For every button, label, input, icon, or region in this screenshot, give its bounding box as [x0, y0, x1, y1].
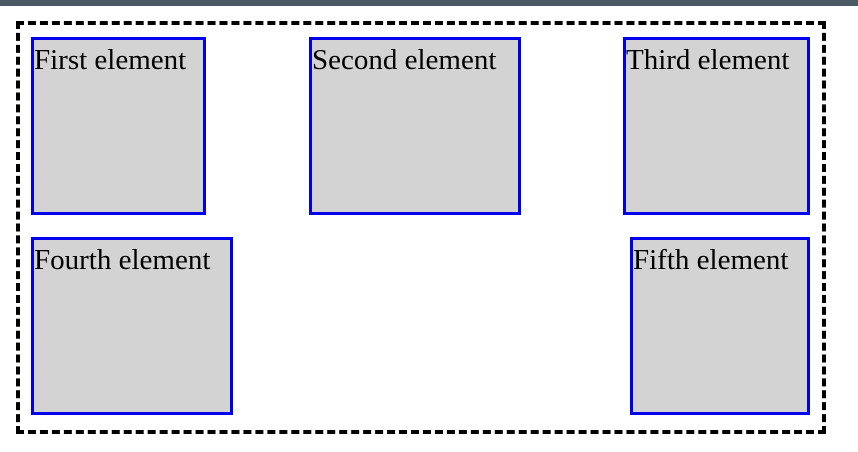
fifth-element-box: Fifth element — [630, 237, 810, 415]
fourth-element-label: Fourth element — [34, 244, 211, 276]
second-element-box: Second element — [309, 37, 521, 215]
third-element-box: Third element — [623, 37, 810, 215]
fourth-element-box: Fourth element — [31, 237, 233, 415]
first-element-label: First element — [34, 44, 187, 76]
flex-container: First element Second element Third eleme… — [16, 21, 826, 434]
third-element-label: Third element — [626, 44, 790, 76]
second-element-label: Second element — [312, 44, 497, 76]
window-top-bar — [0, 0, 858, 6]
first-element-box: First element — [31, 37, 206, 215]
fifth-element-label: Fifth element — [633, 244, 789, 276]
